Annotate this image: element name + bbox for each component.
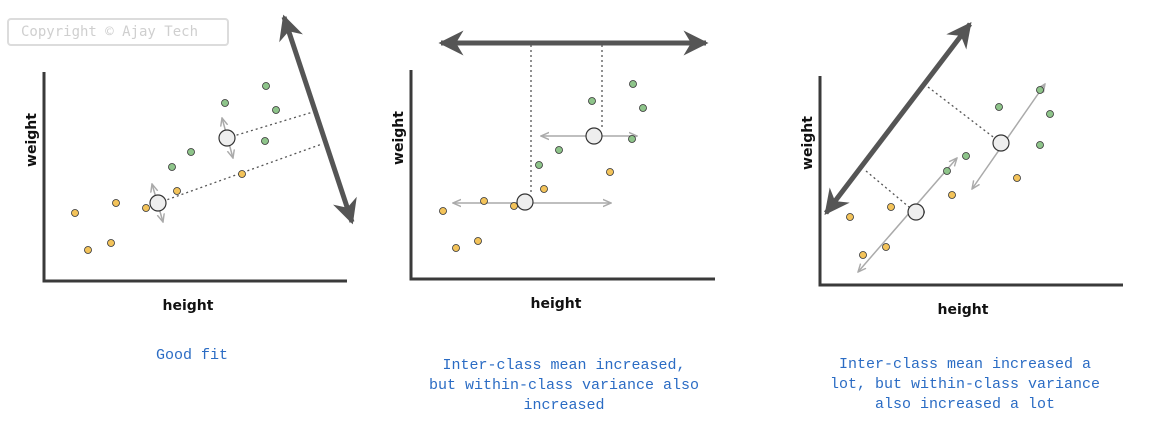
caption-line: lot, but within-class variance — [829, 376, 1101, 393]
data-point — [948, 191, 956, 199]
projection-guide-line — [157, 143, 323, 204]
y-axis-label: weight — [391, 111, 407, 165]
data-point — [480, 197, 488, 205]
caption-line: but within-class variance also — [428, 377, 700, 394]
x-axis-label: height — [531, 296, 582, 312]
y-axis-label: weight — [24, 113, 40, 167]
data-point — [995, 103, 1003, 111]
spread-arrow — [858, 158, 957, 272]
data-point — [555, 146, 563, 154]
class-mean-marker — [992, 134, 1010, 152]
projection-direction-arrow — [824, 22, 972, 215]
class-mean-marker — [218, 129, 236, 147]
data-point — [1013, 174, 1021, 182]
data-point — [887, 203, 895, 211]
data-point — [84, 246, 92, 254]
data-point — [187, 148, 195, 156]
caption-good-fit: Good fit — [92, 346, 292, 366]
data-point — [629, 80, 637, 88]
copyright-watermark: Copyright © Ajay Tech — [7, 18, 229, 46]
data-point — [1036, 141, 1044, 149]
panel-mean-increased-a-lot: height weight — [800, 22, 1123, 318]
data-point — [474, 237, 482, 245]
data-point — [606, 168, 614, 176]
class-mean-marker — [585, 127, 603, 145]
y-axis-label: weight — [800, 116, 816, 170]
data-point — [962, 152, 970, 160]
data-point — [882, 243, 890, 251]
data-point — [272, 106, 280, 114]
data-point — [71, 209, 79, 217]
data-point — [452, 244, 460, 252]
data-point — [588, 97, 596, 105]
class-a-points — [71, 170, 246, 254]
data-point — [168, 163, 176, 171]
class-b-points — [943, 86, 1054, 175]
panel-mean-increased: height weight — [391, 30, 715, 312]
panel-good-fit: height weight — [24, 14, 357, 314]
caption-line: Good fit — [155, 347, 228, 364]
spread-arrow — [972, 84, 1045, 189]
data-point — [535, 161, 543, 169]
data-point — [107, 239, 115, 247]
data-point — [628, 135, 636, 143]
data-point — [859, 251, 867, 259]
data-point — [1036, 86, 1044, 94]
caption-line: also increased a lot — [874, 396, 1056, 413]
class-mean-marker — [516, 193, 534, 211]
class-a-points — [439, 168, 614, 252]
x-axis-label: height — [938, 302, 989, 318]
data-point — [1046, 110, 1054, 118]
data-point — [142, 204, 150, 212]
data-point — [261, 137, 269, 145]
data-point — [846, 213, 854, 221]
data-point — [112, 199, 120, 207]
data-point — [439, 207, 447, 215]
data-point — [540, 185, 548, 193]
class-b-points — [535, 80, 647, 169]
axes — [42, 72, 347, 283]
data-point — [639, 104, 647, 112]
class-a-points — [846, 174, 1021, 259]
caption-line: Inter-class mean increased, — [442, 357, 686, 374]
projection-guide-line — [927, 86, 1002, 144]
caption-mean-increased-a-lot: Inter-class mean increased a lot, but wi… — [815, 355, 1115, 415]
data-point — [510, 202, 518, 210]
caption-line: increased — [523, 397, 605, 414]
data-point — [173, 187, 181, 195]
projection-direction-arrow — [279, 14, 357, 225]
x-axis-label: height — [163, 298, 214, 314]
data-point — [943, 167, 951, 175]
class-mean-marker — [907, 203, 925, 221]
data-point — [238, 170, 246, 178]
caption-line: Inter-class mean increased a — [838, 356, 1092, 373]
data-point — [221, 99, 229, 107]
data-point — [262, 82, 270, 90]
axes — [409, 70, 715, 281]
class-mean-marker — [149, 194, 167, 212]
caption-mean-increased: Inter-class mean increased, but within-c… — [414, 356, 714, 416]
axes — [818, 76, 1123, 287]
class-b-points — [168, 82, 280, 171]
projection-guide-line — [226, 111, 314, 139]
